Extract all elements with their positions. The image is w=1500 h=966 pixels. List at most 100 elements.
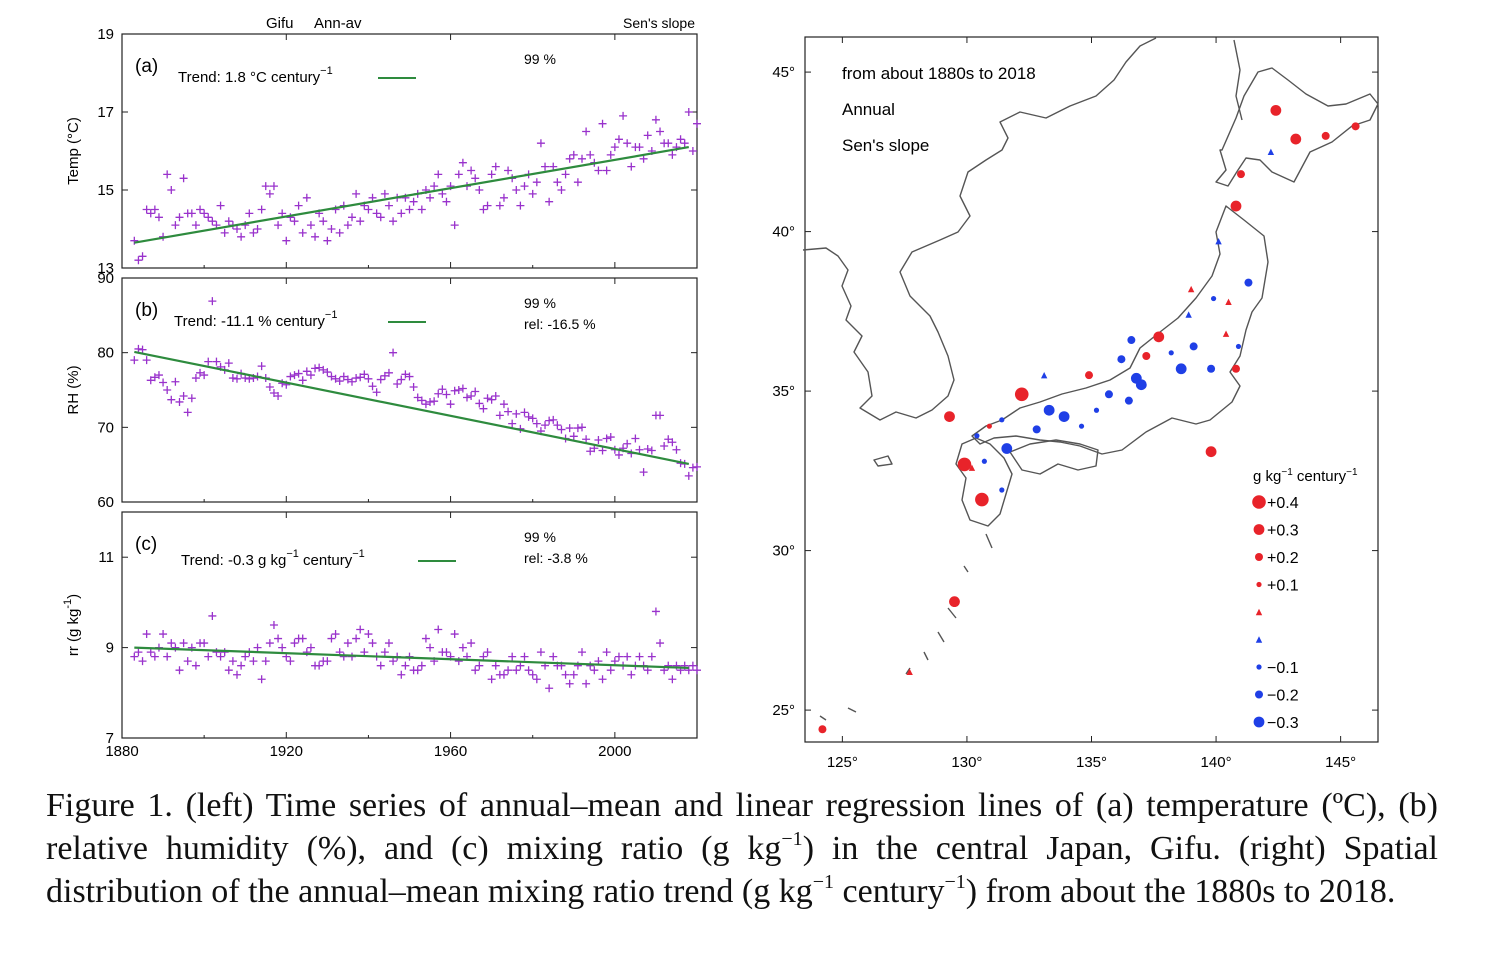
- trend-label-sup: −1: [286, 548, 299, 560]
- data-point: [578, 648, 586, 657]
- data-point: [606, 666, 615, 675]
- data-point: [467, 639, 476, 648]
- data-point: [389, 348, 398, 357]
- data-point: [688, 661, 697, 670]
- data-point: [142, 205, 151, 214]
- data-point: [376, 213, 385, 222]
- lon-tick-label: 145°: [1325, 754, 1356, 771]
- data-point: [475, 661, 484, 670]
- data-point: [290, 217, 299, 226]
- data-point: [306, 643, 315, 652]
- data-point: [438, 189, 447, 198]
- data-point: [545, 416, 554, 425]
- data-point: [483, 394, 492, 403]
- data-point: [504, 407, 513, 416]
- data-point: [647, 446, 656, 455]
- data-point: [163, 652, 172, 661]
- data-point: [233, 225, 241, 233]
- data-point: [228, 657, 237, 666]
- y-tick-label: 7: [106, 730, 114, 747]
- map-annotation: from about 1880s to 2018 Annual Sen's sl…: [842, 64, 1036, 155]
- data-point: [516, 201, 525, 210]
- data-point: [491, 391, 500, 400]
- panel-letter: (c): [135, 534, 157, 555]
- station-marker: [1135, 379, 1147, 391]
- legend-marker: [1255, 608, 1263, 616]
- data-point: [274, 391, 283, 400]
- data-point: [499, 670, 508, 679]
- data-point: [187, 394, 196, 403]
- station-marker: [975, 492, 989, 507]
- data-point: [142, 356, 151, 365]
- data-point: [499, 400, 508, 409]
- y-tick-label: 17: [97, 104, 114, 121]
- data-point: [532, 675, 541, 684]
- data-point: [471, 666, 480, 675]
- data-point: [541, 162, 550, 171]
- data-point: [569, 670, 578, 679]
- data-point: [150, 652, 159, 661]
- station-marker: [1321, 131, 1330, 140]
- station-markers: [818, 104, 1360, 734]
- data-point: [532, 419, 541, 428]
- station-marker: [1290, 133, 1302, 145]
- lon-tick-label: 130°: [951, 754, 982, 771]
- annotation-method: Sen's slope: [842, 136, 929, 155]
- data-point: [204, 652, 213, 661]
- data-point: [150, 205, 159, 214]
- data-point: [467, 391, 476, 400]
- data-point: [582, 127, 591, 136]
- data-point: [450, 630, 459, 639]
- data-point: [204, 357, 213, 366]
- trend-line: [134, 646, 689, 670]
- data-series: [130, 607, 701, 693]
- data-point: [614, 135, 623, 144]
- data-point: [397, 375, 406, 384]
- data-point: [335, 377, 344, 386]
- data-point: [380, 648, 389, 657]
- station-marker: [1093, 407, 1100, 413]
- data-point: [269, 621, 278, 629]
- data-point: [335, 228, 344, 237]
- lat-tick-label: 25°: [772, 702, 795, 719]
- data-point: [163, 386, 172, 394]
- data-point: [237, 232, 246, 241]
- data-point: [635, 445, 644, 454]
- data-point: [171, 221, 180, 230]
- lat-tick-label: 35°: [772, 383, 795, 400]
- caption-sup-3: −1: [944, 871, 966, 893]
- data-point: [257, 675, 266, 684]
- data-point: [532, 178, 541, 187]
- station-marker: [1222, 330, 1230, 337]
- data-point: [454, 170, 463, 179]
- data-point: [487, 395, 496, 404]
- data-point: [397, 670, 406, 679]
- data-point: [380, 189, 389, 198]
- annotation-annual: Annual: [842, 100, 895, 119]
- data-point: [471, 174, 480, 183]
- data-point: [520, 652, 529, 661]
- data-point: [220, 648, 229, 657]
- data-point: [364, 630, 373, 639]
- ryukyu-islands: [819, 533, 993, 721]
- data-point: [171, 377, 180, 386]
- data-point: [520, 408, 529, 417]
- y-axis-label: rr (g kg-1): [62, 594, 82, 656]
- data-point: [405, 372, 414, 381]
- caption-text-3: century: [834, 873, 945, 910]
- data-point: [635, 143, 644, 152]
- data-point: [656, 411, 665, 420]
- data-point: [401, 370, 410, 379]
- trend-label-text: Trend: 1.8 °C century: [178, 69, 321, 86]
- data-point: [536, 139, 545, 148]
- data-point: [323, 657, 332, 666]
- station-marker: [1244, 278, 1253, 287]
- data-point: [343, 639, 352, 648]
- data-point: [191, 661, 200, 670]
- data-point: [499, 193, 508, 202]
- data-point: [274, 221, 283, 230]
- data-point: [352, 189, 361, 198]
- caption-sup-1: −1: [781, 828, 803, 850]
- data-point: [179, 174, 188, 183]
- time-series-panels: 13 15 17 19 Temp (°C) (a) Trend: 1.8 °C centur…: [62, 26, 701, 760]
